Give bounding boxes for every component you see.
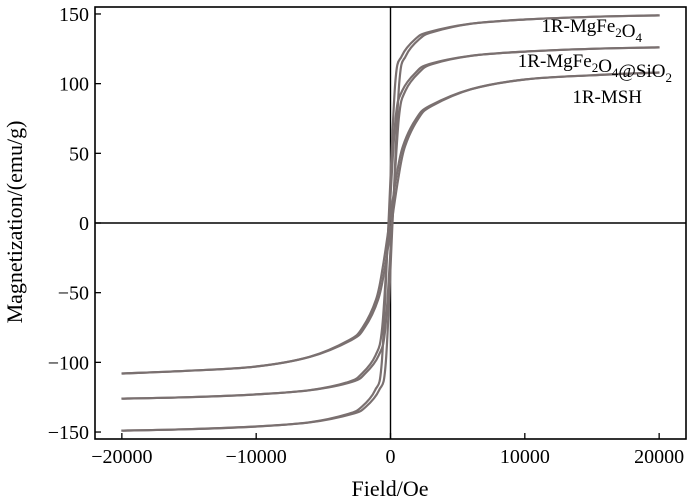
y-tick-label: −100 [48,352,89,374]
y-axis-label: Magnetization/(emu/g) [2,121,27,324]
x-tick-label: 20000 [634,446,684,468]
label-text: @SiO [618,61,665,82]
label-text: O [598,56,612,77]
series-label: 1R-MgFe2O4 [541,16,642,45]
y-tick-label: −50 [58,283,89,305]
series-line [122,71,660,375]
x-axis-label: Field/Oe [352,476,429,501]
y-tick-label: 50 [69,143,89,165]
x-tick-label: −10000 [226,446,287,468]
series-curves [121,14,660,432]
label-subscript: 4 [612,65,619,80]
x-tick-label: 10000 [500,446,550,468]
y-tick-label: −150 [48,422,89,444]
x-tick-label: −20000 [91,446,152,468]
y-axis-ticks: −150 −100 −50 0 50 100 150 [48,4,101,444]
label-text: O [622,21,636,42]
label-subscript: 2 [592,60,599,75]
y-tick-label: 0 [79,213,89,235]
y-tick-label: 150 [59,4,89,26]
label-text: 1R-MSH [572,87,642,108]
label-subscript: 2 [666,70,673,85]
label-subscript: 4 [636,30,643,45]
series-label: 1R-MgFe2O4@SiO2 [518,51,672,85]
label-text: 1R-MgFe [541,16,615,37]
y-tick-label: 100 [59,74,89,96]
label-subscript: 2 [615,25,622,40]
label-text: 1R-MgFe [518,51,592,72]
x-tick-label: 0 [386,446,396,468]
x-axis-ticks: −20000 −10000 0 10000 20000 [91,433,684,468]
series-label: 1R-MSH [572,87,642,108]
